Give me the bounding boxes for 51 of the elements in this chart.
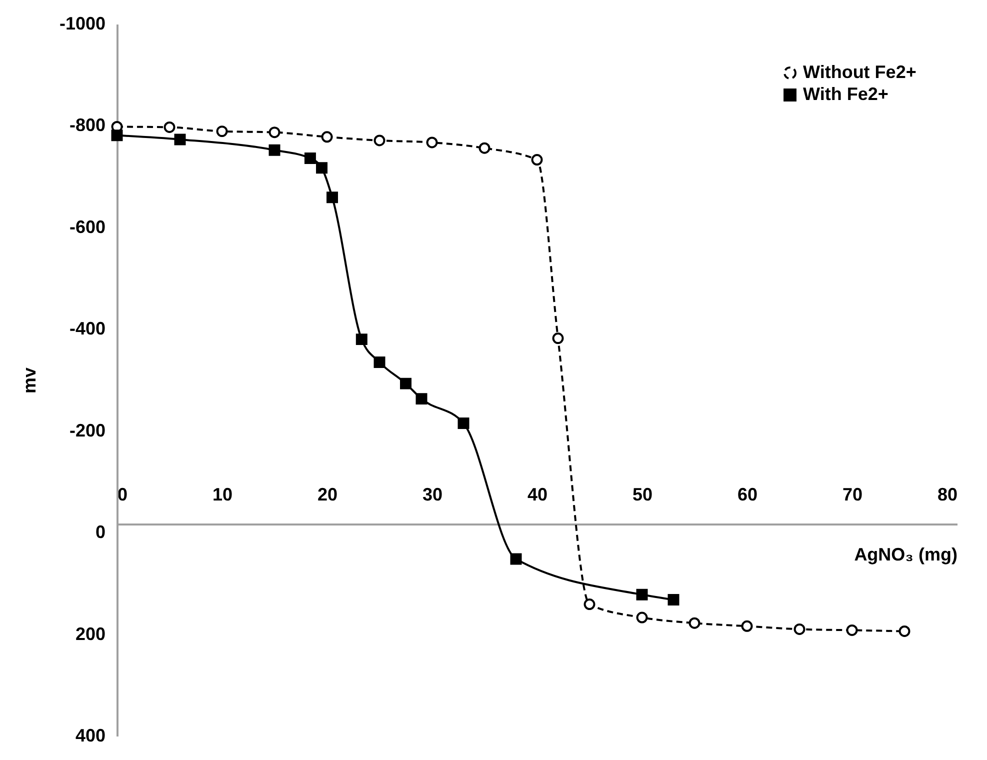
point — [174, 134, 186, 146]
x-tick-label: 40 — [527, 484, 548, 504]
point — [321, 131, 333, 143]
y-tick-label: -800 — [69, 115, 106, 136]
point — [552, 332, 564, 344]
point — [374, 356, 386, 368]
point — [458, 417, 470, 429]
point — [111, 130, 123, 142]
point — [794, 623, 806, 635]
point — [846, 624, 858, 636]
point — [304, 152, 316, 164]
point — [531, 154, 543, 166]
point — [268, 126, 280, 138]
x-tick-label: 80 — [937, 484, 958, 504]
point — [688, 617, 700, 629]
legend-label: Without Fe2+ — [803, 62, 916, 82]
point — [636, 612, 648, 624]
x-axis-title: AgNO₃ (mg) — [854, 544, 958, 564]
x-tick-label: 10 — [212, 484, 233, 504]
point — [316, 162, 328, 174]
point — [584, 598, 596, 610]
y-tick-label: -1000 — [59, 14, 106, 34]
point — [268, 144, 280, 156]
point — [356, 334, 368, 346]
point — [374, 134, 386, 146]
y-axis-title: mv — [19, 367, 40, 394]
y-tick-label: 400 — [75, 726, 106, 746]
point — [400, 378, 412, 390]
x-tick-label: 70 — [842, 484, 863, 504]
point — [164, 122, 176, 133]
point — [636, 588, 648, 600]
y-tick-label: -400 — [69, 318, 106, 339]
legend-label: With Fe2+ — [803, 84, 888, 104]
point — [510, 553, 522, 565]
y-tick-label: -600 — [69, 216, 106, 237]
point — [426, 136, 438, 148]
point — [416, 393, 428, 405]
x-tick-label: 0 — [118, 484, 128, 504]
x-tick-label: 50 — [632, 484, 653, 504]
point — [898, 626, 910, 637]
y-tick-label: 0 — [95, 522, 106, 542]
y-tick-label: 200 — [75, 624, 106, 644]
x-tick-label: 30 — [422, 484, 443, 504]
point — [326, 192, 338, 204]
point — [216, 126, 228, 138]
point — [741, 620, 753, 632]
x-tick-label: 20 — [317, 484, 338, 504]
y-tick-label: -200 — [69, 420, 106, 440]
point — [668, 594, 680, 606]
point — [478, 142, 490, 154]
x-tick-label: 60 — [737, 484, 758, 504]
